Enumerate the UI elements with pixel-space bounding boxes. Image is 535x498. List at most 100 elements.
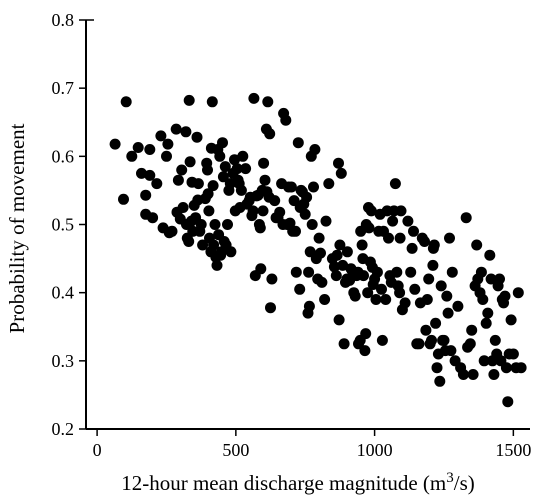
data-point xyxy=(475,266,487,278)
data-point xyxy=(292,137,304,149)
data-point xyxy=(413,338,425,350)
data-point xyxy=(109,138,121,150)
data-point xyxy=(184,156,196,168)
data-point xyxy=(460,212,472,224)
data-point xyxy=(502,396,514,408)
y-tick-label: 0.5 xyxy=(52,215,75,235)
data-point xyxy=(515,362,527,374)
data-point xyxy=(313,232,325,244)
data-point xyxy=(409,283,421,295)
data-point xyxy=(389,178,401,190)
data-point xyxy=(303,266,315,278)
data-point xyxy=(257,205,269,217)
data-point xyxy=(269,195,281,207)
data-point xyxy=(426,334,437,346)
data-point xyxy=(195,219,207,230)
data-point xyxy=(217,171,229,183)
data-point xyxy=(147,212,159,224)
data-point xyxy=(258,157,270,169)
data-point xyxy=(265,302,276,314)
data-point xyxy=(303,300,315,312)
data-point xyxy=(219,161,231,173)
data-point xyxy=(365,205,377,217)
data-point xyxy=(380,294,392,305)
data-point xyxy=(197,239,209,251)
data-point xyxy=(434,375,446,387)
data-point xyxy=(237,150,249,162)
data-point xyxy=(280,114,292,126)
data-point xyxy=(349,290,361,302)
data-point xyxy=(222,219,233,230)
data-point xyxy=(144,144,156,155)
x-axis-title-main: 12-hour mean discharge magnitude (m xyxy=(121,471,446,495)
data-point xyxy=(274,206,286,218)
data-point xyxy=(394,232,406,244)
data-point xyxy=(229,154,240,166)
data-point xyxy=(478,355,490,367)
data-point xyxy=(290,225,301,237)
data-point xyxy=(202,188,214,200)
data-point xyxy=(489,334,501,346)
data-point xyxy=(144,169,156,181)
data-point xyxy=(126,150,138,162)
data-point xyxy=(176,164,188,176)
data-point xyxy=(166,225,178,237)
data-point xyxy=(467,369,479,380)
x-tick-label: 0 xyxy=(93,440,102,460)
data-point xyxy=(192,178,204,190)
data-point xyxy=(341,246,353,258)
data-point xyxy=(202,164,213,176)
x-tick-label: 500 xyxy=(222,440,249,460)
y-tick-label: 0.2 xyxy=(52,419,75,439)
data-point xyxy=(494,273,505,285)
data-point xyxy=(358,270,369,282)
data-point xyxy=(438,334,450,346)
data-point xyxy=(208,239,220,251)
data-point xyxy=(402,215,414,227)
data-point xyxy=(209,219,221,230)
data-point xyxy=(406,242,418,254)
data-point xyxy=(240,163,252,175)
y-tick-label: 0.8 xyxy=(52,10,75,30)
data-point xyxy=(151,178,163,190)
data-point xyxy=(512,287,524,299)
data-point xyxy=(356,239,368,251)
data-points xyxy=(109,92,527,408)
data-point xyxy=(294,283,306,295)
x-axis-title: 12-hour mean discharge magnitude (m3/s) xyxy=(121,470,475,495)
data-point xyxy=(301,191,313,203)
data-point xyxy=(161,150,172,162)
data-point xyxy=(376,283,387,295)
data-point xyxy=(488,369,500,380)
ticks: 0 500 1000 1500 0.2 0.3 0.4 0.5 0.6 0.7 0.8 xyxy=(52,10,532,460)
data-point xyxy=(360,328,372,340)
data-point xyxy=(477,294,489,305)
y-tick-label: 0.4 xyxy=(52,283,75,303)
data-point xyxy=(485,273,497,285)
data-point xyxy=(266,273,278,285)
data-point xyxy=(330,270,342,282)
data-point xyxy=(441,290,453,302)
data-point xyxy=(471,239,483,251)
y-tick-label: 0.6 xyxy=(52,146,75,166)
data-point xyxy=(118,193,129,205)
data-point xyxy=(359,345,371,357)
data-point xyxy=(337,259,349,271)
data-point xyxy=(427,259,439,271)
data-point xyxy=(211,259,223,271)
data-point xyxy=(507,348,519,360)
data-point xyxy=(430,317,442,329)
data-point xyxy=(387,215,399,227)
data-point xyxy=(452,300,464,312)
data-point xyxy=(183,236,195,247)
data-point xyxy=(505,314,517,326)
data-point xyxy=(484,249,496,261)
data-point xyxy=(285,181,297,193)
data-point xyxy=(217,137,228,149)
data-point xyxy=(319,294,331,305)
data-point xyxy=(442,307,454,319)
data-point xyxy=(140,189,152,201)
data-point xyxy=(423,273,435,285)
data-point xyxy=(338,338,350,350)
